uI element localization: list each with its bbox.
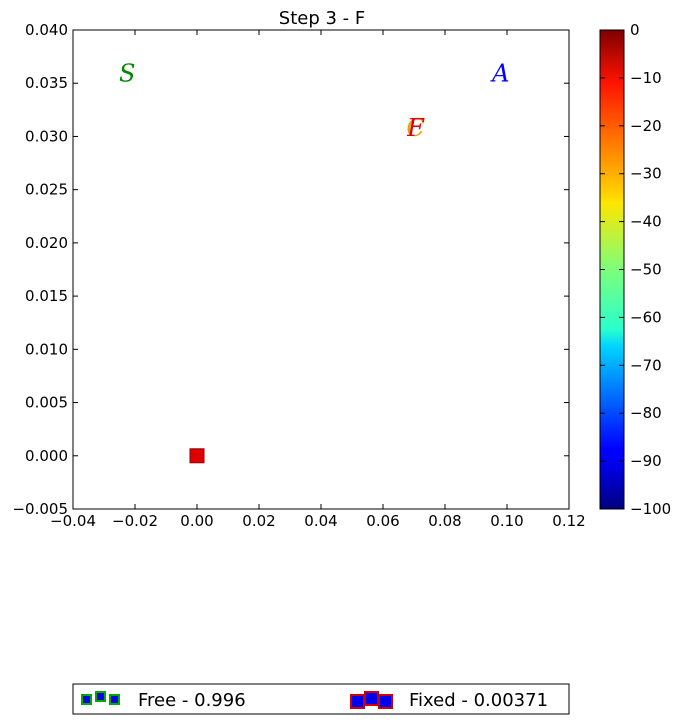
chart-title: Step 3 - F [279,8,365,29]
colorbar-tick-label: −90 [630,452,662,470]
y-tick-label: 0.000 [25,447,68,465]
x-tick-label: −0.02 [112,512,158,530]
colorbar-tick-label: −50 [630,261,662,279]
y-tick-label: 0.020 [25,234,68,252]
colorbar-tick-label: −10 [630,69,662,87]
y-axis-ticks: −0.005 0.000 0.005 0.010 0.015 0.020 0.025 0.03… [12,21,569,518]
legend-marker [109,694,120,705]
legend-label: Free - 0.996 [138,690,246,711]
annotation-labels: S A CF [119,60,509,142]
y-tick-label: 0.010 [25,340,68,358]
colorbar-tick-label: 0 [630,21,640,39]
x-tick-label: 0.04 [304,512,337,530]
colorbar-tick-label: −30 [630,165,662,183]
data-point [189,448,205,464]
legend-marker [364,691,379,706]
annotation-label: A [490,60,509,88]
y-tick-label: 0.040 [25,21,68,39]
x-tick-label: 0.00 [180,512,213,530]
x-axis-ticks: −0.04 −0.02 0.00 0.02 0.04 0.06 0.08 0.10 0.12 [50,30,586,530]
colorbar-ticks: 0 −10 −20 −30 −40 −50 −60 −70 −80 −90 −100 [600,21,671,518]
plot-area [72,29,570,510]
x-tick-label: −0.04 [50,512,96,530]
x-tick-label: 0.10 [490,512,523,530]
legend: Free - 0.996 Fixed - 0.00371 [81,690,548,711]
x-tick-label: 0.06 [366,512,399,530]
colorbar-tick-label: −80 [630,404,662,422]
y-tick-label: 0.030 [25,127,68,145]
legend-marker [378,694,393,709]
y-tick-label: 0.015 [25,287,68,305]
annotation-label: F [406,114,425,142]
annotation-label: S [119,60,135,88]
y-tick-label: −0.005 [12,500,68,518]
colorbar-tick-label: −100 [630,500,671,518]
colorbar-tick-label: −20 [630,117,662,135]
colorbar-tick-label: −40 [630,213,662,231]
annotation-label: C [406,114,424,142]
x-tick-label: 0.02 [242,512,275,530]
legend-marker [350,694,365,709]
colorbar-tick-label: −70 [630,356,662,374]
y-tick-label: 0.035 [25,74,68,92]
data-points [189,448,205,464]
legend-marker [95,691,106,702]
y-tick-label: 0.025 [25,181,68,199]
legend-label: Fixed - 0.00371 [409,690,548,711]
colorbar-tick-label: −60 [630,308,662,326]
x-tick-label: 0.08 [428,512,461,530]
legend-marker [81,694,92,705]
y-tick-label: 0.005 [25,394,68,412]
x-tick-label: 0.12 [552,512,585,530]
legend-box [72,683,570,715]
